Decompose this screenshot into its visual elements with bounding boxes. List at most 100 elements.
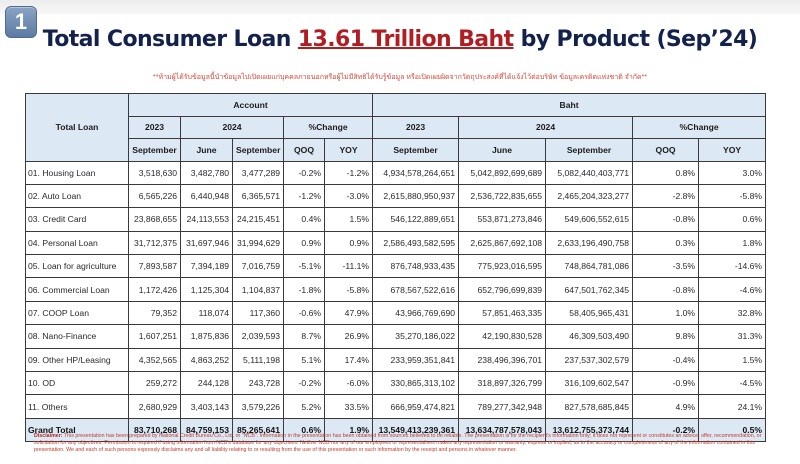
account-jun24: 6,440,948 <box>180 183 233 209</box>
account-yoy: 47.9% <box>323 300 374 326</box>
account-sep24: 6,365,571 <box>232 183 284 209</box>
account-jun24: 1,125,304 <box>180 277 233 302</box>
row-label: 08. Nano-Finance <box>25 324 129 349</box>
account-yoy: 1.9% <box>323 417 374 443</box>
baht-sep24: 2,633,196,490,758 <box>545 230 634 256</box>
row-label: 09. Other HP/Leasing <box>25 347 129 373</box>
account-jun24: 24,113,553 <box>180 207 233 232</box>
baht-yoy: 0.5% <box>698 417 767 443</box>
account-sep24: 85,265,641 <box>232 417 284 443</box>
account-qoq: -1.2% <box>283 183 325 209</box>
table-row: 06. Commercial Loan 1,172,426 1,125,304 1,1… <box>25 277 767 302</box>
account-sep23: 83,710,268 <box>128 417 181 443</box>
account-sep23: 79,352 <box>128 300 181 326</box>
baht-yoy: -4.6% <box>698 277 767 302</box>
baht-qoq: 9.8% <box>632 324 700 349</box>
account-yoy: 17.4% <box>323 347 374 373</box>
account-yoy: 1.5% <box>323 207 374 232</box>
baht-yoy: 32.8% <box>698 300 767 326</box>
header-account: Account <box>127 93 374 117</box>
baht-sep23: 2,586,493,582,595 <box>372 230 460 256</box>
header-baht: Baht <box>372 93 767 117</box>
baht-jun24: 13,634,787,578,043 <box>458 417 547 443</box>
account-jun24: 31,697,946 <box>180 230 233 256</box>
row-label: Grand Total <box>25 417 129 443</box>
baht-sep23: 876,748,933,435 <box>372 254 460 279</box>
account-jun24: 1,875,836 <box>180 324 233 349</box>
baht-sep23: 233,959,351,841 <box>372 347 460 373</box>
account-sep24: 3,477,289 <box>232 160 284 185</box>
account-sep24: 24,215,451 <box>232 207 284 232</box>
table-row: 01. Housing Loan 3,518,630 3,482,780 3,477,… <box>25 160 767 185</box>
disclaimer: Disclaimer: This presentation has been p… <box>34 433 774 455</box>
baht-jun24: 2,536,722,835,655 <box>458 183 547 209</box>
top-bar <box>0 0 800 14</box>
account-sep24: 3,579,226 <box>232 394 284 419</box>
table-row: 11. Others 2,680,929 3,403,143 3,579,226 5.2… <box>25 394 767 419</box>
table-row: 04. Personal Loan 31,712,375 31,697,946 31,… <box>25 230 767 256</box>
baht-yoy: -14.6% <box>698 254 767 279</box>
baht-qoq: 4.9% <box>632 394 700 419</box>
baht-yoy: -5.8% <box>698 183 767 209</box>
baht-yoy: 3.0% <box>698 160 767 185</box>
baht-sep23: 43,966,769,690 <box>372 300 460 326</box>
baht-sep23: 546,122,889,651 <box>372 207 460 232</box>
account-sep24: 2,039,593 <box>232 324 284 349</box>
baht-yoy: 31.3% <box>698 324 767 349</box>
header-baht-sep23: September <box>372 138 460 162</box>
row-label: 11. Others <box>25 394 129 419</box>
baht-sep24: 13,612,755,373,744 <box>545 417 634 443</box>
account-jun24: 244,128 <box>180 371 233 396</box>
account-jun24: 84,759,153 <box>180 417 233 443</box>
account-sep24: 243,728 <box>232 371 284 396</box>
account-qoq: -0.2% <box>283 371 325 396</box>
table-row: 09. Other HP/Leasing 4,352,565 4,863,252 5,… <box>25 347 767 373</box>
baht-yoy: -4.5% <box>698 371 767 396</box>
baht-qoq: 0.8% <box>632 160 700 185</box>
baht-yoy: 1.5% <box>698 347 767 373</box>
account-yoy: 0.9% <box>323 230 374 256</box>
header-acc-qoq: QOQ <box>283 138 325 162</box>
row-label: 06. Commercial Loan <box>25 277 129 302</box>
header-acc-sep23: September <box>128 138 181 162</box>
baht-yoy: 24.1% <box>698 394 767 419</box>
baht-qoq: -0.8% <box>632 277 700 302</box>
account-qoq: -0.2% <box>283 160 325 185</box>
account-sep23: 2,680,929 <box>128 394 181 419</box>
account-jun24: 3,403,143 <box>180 394 233 419</box>
baht-jun24: 42,190,830,528 <box>458 324 547 349</box>
baht-sep23: 13,549,413,239,361 <box>372 417 460 443</box>
account-sep23: 3,518,630 <box>128 160 181 185</box>
disclaimer-text: This presentation has been prepared by N… <box>34 433 762 454</box>
account-sep24: 5,111,198 <box>232 347 284 373</box>
header-account-2024: 2024 <box>180 115 284 139</box>
header-acc-jun24: June <box>180 138 233 162</box>
title-highlight: 13.61 Trillion Baht <box>297 27 514 52</box>
baht-qoq: -0.2% <box>632 417 700 443</box>
title-suffix: by Product (Sep’24) <box>513 27 758 52</box>
baht-sep24: 2,465,204,323,277 <box>545 183 634 209</box>
disclaimer-label: Disclaimer: <box>34 433 63 439</box>
baht-sep23: 330,865,313,102 <box>372 371 460 396</box>
header-account-change: %Change <box>282 115 374 139</box>
baht-jun24: 2,625,867,692,108 <box>458 230 547 256</box>
header-acc-yoy: YOY <box>323 138 374 162</box>
header-total-loan: Total Loan <box>25 93 129 162</box>
account-sep23: 23,868,655 <box>128 207 181 232</box>
account-sep23: 4,352,565 <box>128 347 181 373</box>
baht-jun24: 238,496,396,701 <box>458 347 547 373</box>
row-label: 10. OD <box>25 371 129 396</box>
table-row: 07. COOP Loan 79,352 118,074 117,360 -0.6% 47… <box>25 300 767 326</box>
account-yoy: 26.9% <box>323 324 374 349</box>
baht-sep24: 237,537,302,579 <box>545 347 634 373</box>
baht-qoq: 0.3% <box>632 230 700 256</box>
account-yoy: -5.8% <box>323 277 374 302</box>
account-jun24: 3,482,780 <box>180 160 233 185</box>
baht-sep24: 316,109,602,547 <box>545 371 634 396</box>
baht-sep24: 46,309,503,490 <box>545 324 634 349</box>
baht-qoq: -2.8% <box>632 183 700 209</box>
baht-jun24: 553,871,273,846 <box>458 207 547 232</box>
baht-qoq: 1.0% <box>632 300 700 326</box>
baht-sep24: 5,082,440,403,771 <box>545 160 634 185</box>
account-sep23: 259,272 <box>128 371 181 396</box>
